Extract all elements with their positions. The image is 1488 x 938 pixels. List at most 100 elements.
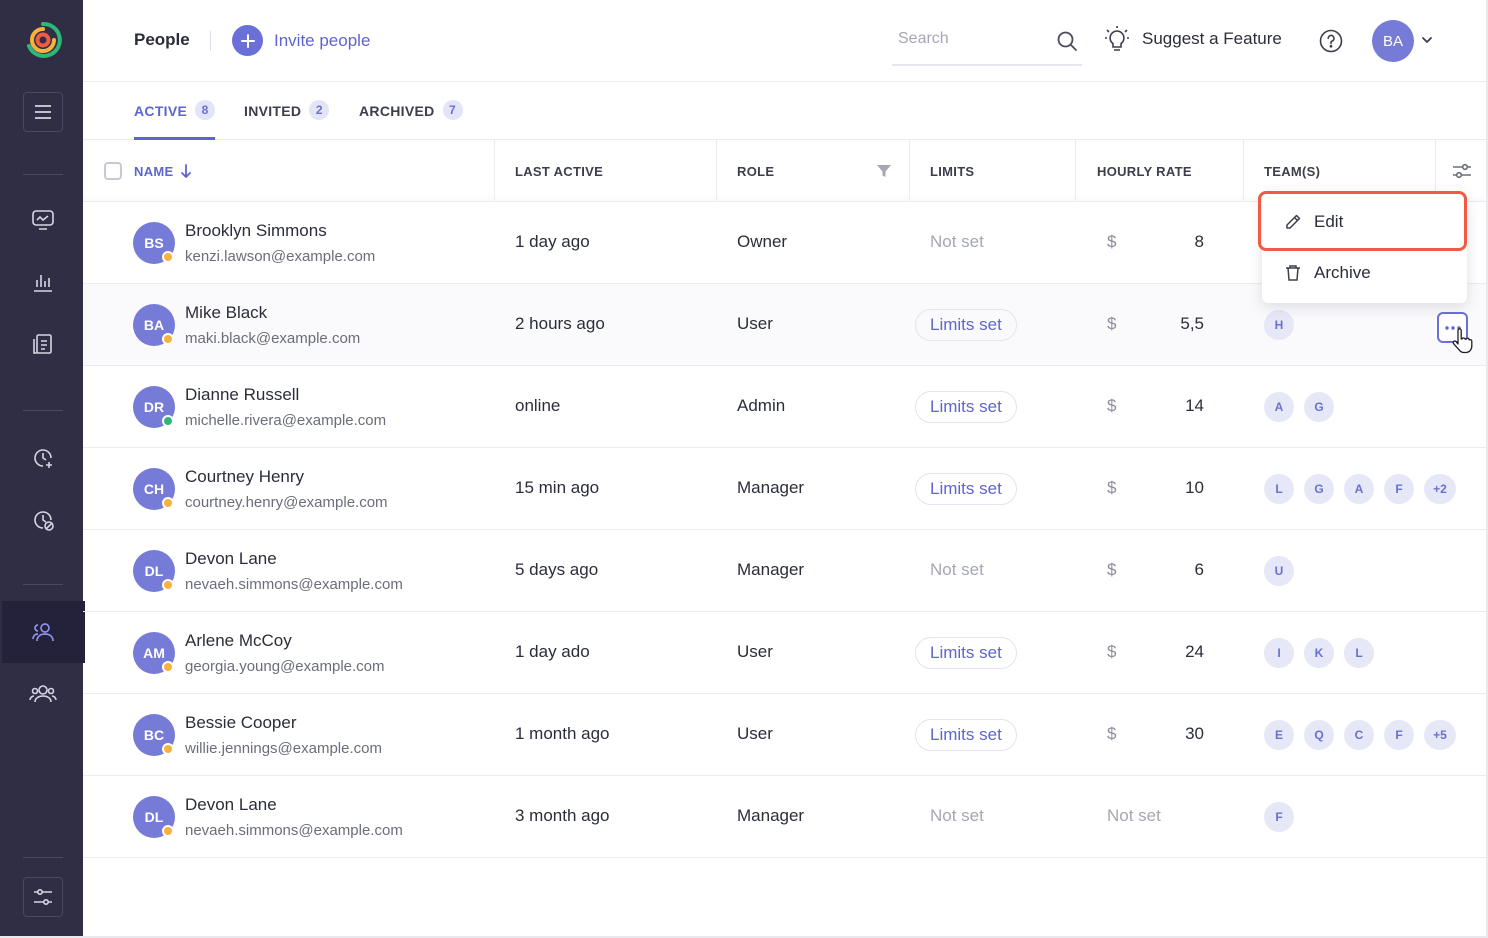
currency-symbol: $ [1107, 396, 1117, 415]
team-badge[interactable]: F [1264, 802, 1294, 832]
role-cell: Owner [737, 232, 788, 251]
tab-count-badge: 7 [442, 100, 463, 120]
sidebar-divider [23, 174, 63, 175]
tab-active[interactable]: ACTIVE 8 [134, 100, 216, 140]
sidebar-item-people[interactable] [28, 617, 58, 647]
menu-item-label: Archive [1314, 263, 1371, 282]
sidebar-item-add-time[interactable] [28, 443, 58, 473]
chevron-down-icon[interactable] [1420, 33, 1434, 47]
hourly-rate-value: 8 [1194, 232, 1204, 251]
menu-item-archive[interactable]: Archive [1262, 247, 1467, 299]
last-active-cell: 15 min ago [515, 478, 600, 497]
team-badge[interactable]: K [1304, 638, 1334, 668]
last-active-cell: 5 days ago [515, 560, 599, 579]
table-row[interactable]: DL Devon Lane nevaeh.simmons@example.com 5 … [83, 530, 1488, 612]
limits-set-button[interactable]: Limits set [915, 719, 1017, 751]
limits-cell: Not set [930, 232, 984, 251]
row-actions-menu: Edit Archive [1262, 193, 1467, 303]
team-badge[interactable]: Q [1304, 720, 1334, 750]
column-header-name[interactable]: NAME [134, 140, 193, 202]
column-divider [1435, 140, 1436, 202]
table-row[interactable]: AM Arlene McCoy georgia.young@example.com 1… [83, 612, 1488, 694]
column-settings-icon[interactable] [1452, 161, 1472, 181]
menu-toggle-button[interactable] [23, 92, 63, 132]
row-more-button[interactable] [1437, 312, 1468, 343]
search-input[interactable] [898, 30, 1048, 48]
person-name: Devon Lane [185, 795, 277, 814]
team-badge[interactable]: E [1264, 720, 1294, 750]
status-dot [162, 825, 174, 837]
user-avatar[interactable]: BA [1372, 20, 1414, 62]
table-row[interactable]: BA Mike Black maki.black@example.com 2 hour… [83, 284, 1488, 366]
suggest-feature-label: Suggest a Feature [1142, 29, 1282, 48]
help-icon[interactable] [1319, 29, 1343, 53]
team-badge[interactable]: A [1344, 474, 1374, 504]
table-row[interactable]: DR Dianne Russell michelle.rivera@example.… [83, 366, 1488, 448]
lightbulb-icon [1105, 26, 1129, 51]
sidebar [0, 0, 85, 938]
team-badge[interactable]: L [1344, 638, 1374, 668]
person-name: Mike Black [185, 303, 268, 322]
hourly-rate-value: 6 [1194, 560, 1204, 579]
limits-set-button[interactable]: Limits set [915, 309, 1017, 341]
currency-symbol: $ [1107, 478, 1117, 497]
table-row[interactable]: DL Devon Lane nevaeh.simmons@example.com 3 … [83, 776, 1488, 858]
menu-item-edit[interactable]: Edit [1262, 196, 1467, 248]
last-active-cell: 1 day ado [515, 642, 590, 661]
trash-icon [1286, 265, 1300, 281]
more-teams-badge[interactable]: +2 [1424, 474, 1456, 504]
avatar: CH [133, 468, 175, 510]
currency-symbol: $ [1107, 724, 1117, 743]
sidebar-item-teams[interactable] [28, 679, 58, 709]
table-row[interactable]: CH Courtney Henry courtney.henry@example.c… [83, 448, 1488, 530]
app-logo[interactable] [24, 20, 62, 60]
column-header-hourly-rate[interactable]: HOURLY RATE [1097, 163, 1192, 179]
tab-archived[interactable]: ARCHIVED 7 [359, 100, 463, 140]
team-badge[interactable]: I [1264, 638, 1294, 668]
invite-people-button[interactable]: Invite people [232, 25, 370, 56]
team-badges: F [1264, 802, 1294, 832]
sidebar-item-time-off[interactable] [28, 505, 58, 535]
hourly-rate-value: 14 [1185, 396, 1204, 415]
search-icon[interactable] [1056, 30, 1078, 52]
sidebar-item-dashboard[interactable] [28, 205, 58, 235]
sidebar-item-reports[interactable] [28, 267, 58, 297]
select-all-checkbox[interactable] [104, 162, 122, 180]
column-header-limits[interactable]: LIMITS [930, 163, 975, 179]
team-badge[interactable]: C [1344, 720, 1374, 750]
settings-button[interactable] [23, 877, 63, 917]
header-divider [210, 31, 211, 51]
limits-set-button[interactable]: Limits set [915, 391, 1017, 423]
filter-icon[interactable] [876, 163, 892, 179]
menu-icon [35, 105, 51, 119]
hourly-rate-value: 5,5 [1180, 314, 1204, 333]
team-badge[interactable]: F [1384, 720, 1414, 750]
column-divider [716, 140, 717, 202]
team-badge[interactable]: H [1264, 310, 1294, 340]
team-badge[interactable]: A [1264, 392, 1294, 422]
table-row[interactable]: BS Brooklyn Simmons kenzi.lawson@example.c… [83, 202, 1488, 284]
role-cell: User [737, 724, 773, 743]
column-header-last-active[interactable]: LAST ACTIVE [515, 163, 604, 179]
team-badge[interactable]: U [1264, 556, 1294, 586]
team-badge[interactable]: G [1304, 392, 1334, 422]
currency-symbol: $ [1107, 642, 1117, 661]
team-badge[interactable]: G [1304, 474, 1334, 504]
person-name: Brooklyn Simmons [185, 221, 327, 240]
team-badges: H [1264, 310, 1294, 340]
more-teams-badge[interactable]: +5 [1424, 720, 1456, 750]
team-badge[interactable]: F [1384, 474, 1414, 504]
column-label: NAME [134, 163, 174, 179]
column-header-role[interactable]: ROLE [737, 163, 775, 179]
table-row[interactable]: BC Bessie Cooper willie.jennings@example.c… [83, 694, 1488, 776]
sidebar-item-timesheets[interactable] [28, 329, 58, 359]
currency-symbol: $ [1107, 314, 1117, 333]
column-header-teams[interactable]: TEAM(S) [1264, 163, 1321, 179]
team-badge[interactable]: L [1264, 474, 1294, 504]
limits-set-button[interactable]: Limits set [915, 637, 1017, 669]
limits-set-button[interactable]: Limits set [915, 473, 1017, 505]
hand-pointer-icon [1452, 328, 1473, 354]
suggest-feature-button[interactable]: Suggest a Feature [1104, 25, 1282, 53]
tab-invited[interactable]: INVITED 2 [244, 100, 330, 140]
